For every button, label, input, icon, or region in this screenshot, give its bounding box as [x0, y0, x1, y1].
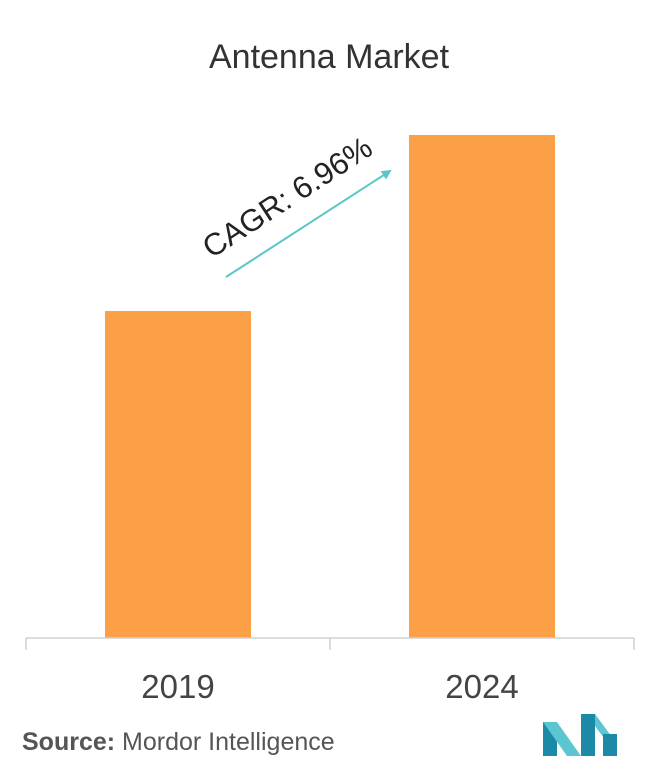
x-tick-label-2024: 2024 — [445, 668, 518, 700]
bar-2019 — [105, 311, 251, 638]
bar-2024 — [409, 135, 555, 638]
mordor-intelligence-logo-icon — [543, 714, 617, 756]
source-note: Source: Mordor Intelligence — [22, 728, 335, 757]
x-tick-label-2019: 2019 — [141, 668, 214, 700]
cagr-arrow — [225, 169, 392, 278]
chart-title: Antenna Market — [208, 38, 450, 76]
source-label: Source: — [22, 728, 116, 756]
bar-chart: 2019 2024 CAGR: 6.96% — [25, 129, 635, 700]
source-text: Mordor Intelligence — [115, 728, 335, 756]
